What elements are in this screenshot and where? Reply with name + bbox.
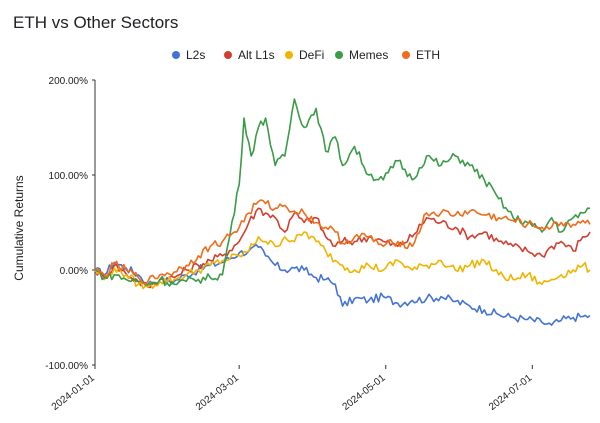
chart-title: ETH vs Other Sectors (13, 13, 179, 32)
series-line-alt-l1s (94, 207, 591, 289)
legend-label: L2s (186, 48, 206, 62)
legend-item-memes: Memes (335, 48, 388, 62)
legend-item-alt-l1s: Alt L1s (224, 48, 275, 62)
legend-item-eth: ETH (402, 48, 440, 62)
legend-swatch (224, 50, 232, 59)
legend-swatch (402, 50, 410, 59)
legend-swatch (335, 50, 343, 59)
series-line-eth (94, 199, 591, 285)
legend-label: Alt L1s (238, 48, 275, 62)
y-tick-label: -100.00% (45, 361, 88, 372)
legend-swatch (172, 50, 180, 59)
series-line-defi (94, 231, 591, 290)
x-tick-label: 2024-07-01 (487, 372, 534, 412)
x-tick-label: 2024-03-01 (194, 372, 241, 412)
x-tick-label: 2024-01-01 (50, 372, 97, 412)
x-tick-label: 2024-05-01 (341, 372, 388, 412)
legend-label: DeFi (299, 48, 325, 62)
series-line-memes (94, 98, 591, 287)
chart-legend: L2s Alt L1s DeFi Memes ETH (0, 48, 600, 62)
y-tick-label: 200.00% (49, 76, 89, 87)
legend-item-l2s: L2s (172, 48, 205, 62)
y-tick-label: 0.00% (60, 266, 88, 277)
legend-swatch (285, 50, 293, 59)
legend-label: ETH (416, 48, 440, 62)
series-line-l2s (94, 243, 591, 326)
legend-label: Memes (349, 48, 389, 62)
legend-item-defi: DeFi (285, 48, 324, 62)
y-axis-label: Cumulative Returns (12, 175, 26, 280)
y-tick-label: 100.00% (49, 171, 89, 182)
